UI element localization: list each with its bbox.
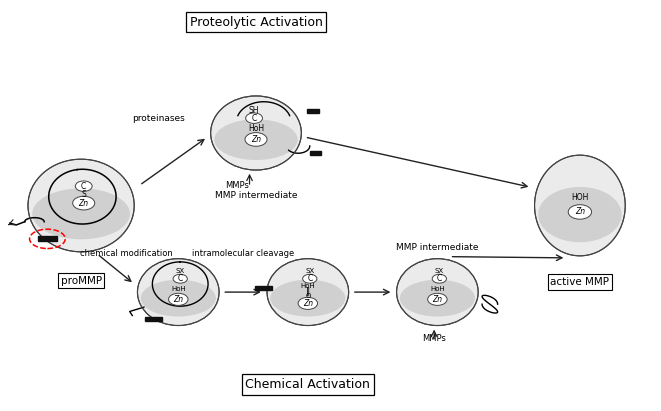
Text: ‖: ‖ (305, 287, 310, 296)
Text: SH: SH (249, 106, 259, 115)
Text: C: C (81, 182, 87, 191)
Circle shape (303, 274, 317, 283)
Text: Zn: Zn (251, 135, 261, 144)
Text: proteinases: proteinases (132, 114, 185, 123)
Bar (310, 151, 321, 155)
Ellipse shape (397, 259, 478, 326)
Bar (38, 236, 57, 242)
Circle shape (245, 133, 267, 146)
Circle shape (428, 293, 447, 305)
Text: Zn: Zn (173, 295, 183, 304)
Text: C: C (251, 114, 256, 122)
Ellipse shape (28, 159, 134, 252)
Circle shape (246, 113, 262, 123)
Text: Zn: Zn (432, 295, 442, 304)
Bar (307, 109, 319, 113)
Circle shape (173, 274, 187, 283)
Bar (145, 316, 162, 321)
Text: HoH: HoH (430, 286, 445, 292)
Text: SX: SX (435, 268, 444, 275)
Text: C: C (437, 274, 442, 283)
Text: HoH: HoH (248, 124, 264, 133)
Text: O: O (305, 293, 311, 299)
Ellipse shape (270, 280, 346, 316)
Ellipse shape (400, 280, 475, 316)
Text: SX: SX (305, 268, 315, 275)
Text: S: S (81, 190, 86, 199)
Text: Proteolytic Activation: Proteolytic Activation (190, 16, 323, 29)
Text: MMPs: MMPs (225, 181, 249, 190)
Text: HoH: HoH (171, 286, 186, 292)
Text: Zn: Zn (79, 199, 89, 208)
Circle shape (568, 205, 592, 219)
Text: proMMP: proMMP (61, 276, 102, 286)
Text: MMP intermediate: MMP intermediate (215, 191, 297, 200)
Circle shape (73, 196, 95, 210)
Text: Zn: Zn (575, 208, 585, 217)
Text: HoH: HoH (301, 283, 315, 289)
Ellipse shape (538, 187, 621, 242)
Text: MMPs: MMPs (422, 334, 446, 343)
Text: C: C (307, 274, 313, 283)
Text: MMP intermediate: MMP intermediate (396, 243, 479, 252)
Text: active MMP: active MMP (551, 277, 609, 287)
Circle shape (432, 274, 446, 283)
Text: Zn: Zn (303, 299, 313, 308)
Text: chemical modification: chemical modification (80, 249, 173, 259)
Ellipse shape (32, 188, 130, 239)
Text: HOH: HOH (571, 193, 588, 202)
Ellipse shape (141, 280, 216, 316)
Ellipse shape (214, 119, 297, 160)
Ellipse shape (267, 259, 348, 326)
Circle shape (75, 181, 92, 192)
Text: SX: SX (176, 268, 185, 275)
Text: intramolecular cleavage: intramolecular cleavage (192, 249, 294, 259)
Ellipse shape (137, 259, 219, 326)
Text: C: C (178, 274, 183, 283)
Bar (255, 286, 272, 290)
Ellipse shape (535, 155, 625, 256)
Circle shape (298, 297, 317, 309)
Text: Chemical Activation: Chemical Activation (245, 378, 370, 391)
Circle shape (169, 293, 188, 305)
Ellipse shape (211, 96, 301, 170)
